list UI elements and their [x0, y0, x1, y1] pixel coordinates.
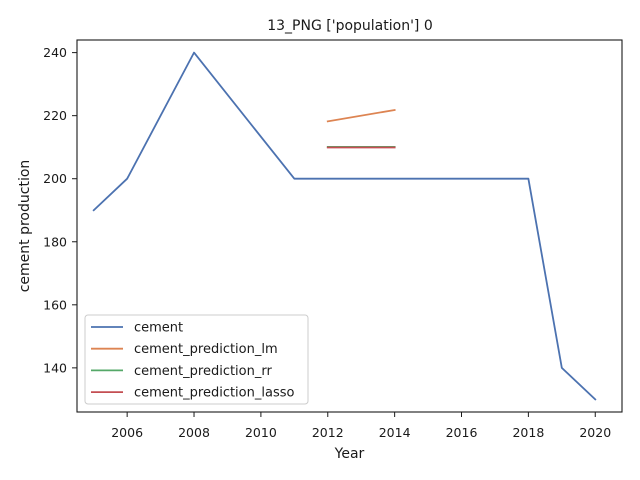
- legend-label: cement_prediction_rr: [134, 364, 272, 379]
- series-line-cement-prediction-lm: [326, 108, 396, 123]
- y-tick-label: 140: [43, 360, 67, 375]
- legend-label: cement_prediction_lasso: [134, 386, 294, 401]
- x-tick-label: 2016: [446, 425, 478, 440]
- y-axis-label: cement production: [17, 160, 33, 293]
- x-tick-label: 2010: [245, 425, 277, 440]
- legend: cement cement_prediction_lm cement_predict…: [84, 314, 309, 405]
- y-tick-label: 220: [43, 108, 67, 123]
- y-axis: 140 160 180 200 220 240: [43, 45, 77, 375]
- y-tick-label: 180: [43, 234, 67, 249]
- legend-label: cement: [134, 321, 183, 336]
- x-tick-label: 2014: [379, 425, 411, 440]
- x-tick-label: 2012: [312, 425, 344, 440]
- chart-title: 13_PNG ['population'] 0: [267, 18, 433, 34]
- x-tick-label: 2008: [178, 425, 210, 440]
- series-line-cement: [92, 51, 597, 401]
- x-axis-label: Year: [334, 446, 365, 462]
- y-tick-label: 200: [43, 171, 67, 186]
- series-layer: [92, 51, 597, 401]
- x-axis: 2006 2008 2010 2012 2014 2016 2018 2020: [111, 412, 611, 440]
- x-tick-label: 2006: [111, 425, 143, 440]
- legend-label: cement_prediction_lm: [134, 342, 278, 357]
- y-tick-label: 240: [43, 45, 67, 60]
- legend-box: [84, 314, 309, 405]
- y-tick-label: 160: [43, 297, 67, 312]
- plot-frame: [76, 39, 623, 413]
- x-tick-label: 2020: [579, 425, 611, 440]
- x-tick-label: 2018: [512, 425, 544, 440]
